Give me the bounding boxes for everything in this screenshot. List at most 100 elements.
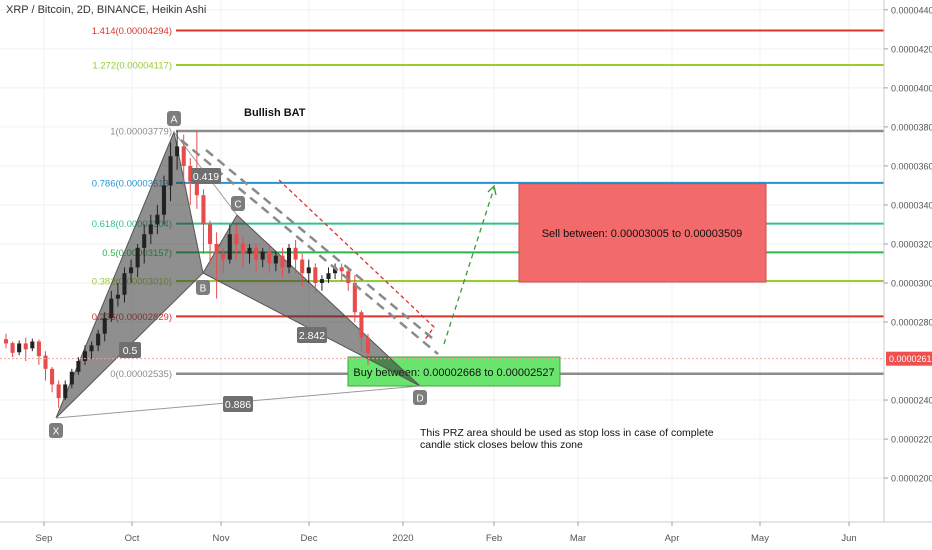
candle-body (102, 318, 107, 334)
buy-zone-label: Buy between: 0.00002668 to 0.00002527 (353, 367, 554, 379)
gray-dashed-channel (205, 149, 433, 339)
ratio-label-abc-bg (191, 168, 221, 184)
x-tick-label: Feb (486, 533, 502, 544)
current-price-badge (886, 351, 932, 366)
x-tick-label: Nov (213, 533, 230, 544)
candle-body (293, 247, 298, 260)
candle-body (313, 267, 318, 283)
ratio-label-bcd-bg (297, 327, 327, 343)
candle-body (214, 243, 219, 254)
candle-body (240, 243, 245, 254)
candle-body (346, 271, 351, 283)
gray-dashed-channel (180, 139, 439, 355)
chart-title: XRP / Bitcoin, 2D, BINANCE, Heikin Ashi (6, 4, 207, 16)
fib-level-label: 0(0.00002535) (110, 369, 172, 380)
candle-body (36, 341, 41, 357)
candle-body (306, 267, 311, 274)
candle-body (188, 165, 193, 182)
point-c-label-bg (231, 196, 245, 211)
candle-body (194, 181, 199, 196)
x-tick-label: Dec (301, 533, 318, 544)
point-d-label-bg (413, 390, 427, 405)
candle-body (76, 361, 81, 372)
candle-body (175, 146, 180, 157)
point-d-label: D (416, 394, 423, 405)
candle-body (359, 312, 364, 338)
point-a-label: A (171, 115, 178, 126)
candle-body (333, 267, 338, 274)
fib-level-label: 0.618(0.00003304) (92, 219, 172, 230)
ratio-label-xab: 0.5 (123, 345, 138, 357)
candle-body (260, 251, 265, 260)
candle-body (161, 185, 167, 215)
point-a-label-bg (167, 111, 181, 126)
x-tick-label: Oct (125, 533, 140, 544)
sell-zone-box (518, 183, 767, 283)
candle-body (122, 273, 127, 295)
green-dashed-projection (443, 187, 495, 345)
candle-body (201, 195, 206, 225)
candle-body (30, 341, 35, 349)
candle-body (227, 234, 232, 260)
candle-body (247, 247, 252, 254)
candle-body (339, 267, 344, 272)
red-dashed-path (278, 179, 435, 342)
candle-body (267, 251, 272, 264)
candle-body (109, 298, 114, 319)
point-c-label: C (234, 200, 241, 211)
x-tick-label: May (751, 533, 769, 544)
note-line-2: candle stick closes below this zone (420, 439, 583, 451)
candle-body (50, 368, 55, 385)
candle-body (352, 282, 357, 313)
candle-body (207, 224, 213, 244)
x-tick-label: Sep (36, 533, 53, 544)
candle-body (319, 279, 324, 283)
x-tick-label: Mar (570, 533, 586, 544)
point-b-label: B (200, 284, 207, 295)
pattern-name: Bullish BAT (244, 107, 306, 119)
candle-body (56, 384, 61, 399)
ratio-label-xab-bg (119, 342, 141, 358)
current-price-label: 0.00002612 (889, 354, 932, 364)
candle-body (273, 255, 278, 264)
candle-body (326, 273, 331, 280)
candle-body (23, 343, 28, 350)
candle-body (10, 343, 15, 353)
candle-body (148, 224, 153, 235)
candle-body (254, 247, 259, 260)
point-x-label-bg (49, 423, 63, 438)
candle-body (3, 339, 9, 344)
candle-body (300, 259, 305, 274)
green-arrow-head (487, 184, 497, 196)
ratio-label-abc: 0.419 (193, 171, 219, 183)
candle-body (63, 384, 68, 399)
candles (3, 130, 371, 408)
candle-body (69, 371, 74, 385)
fib-level-label: 0.786(0.00003513) (92, 178, 172, 189)
fib-level-label: 1.414(0.00004294) (92, 26, 172, 37)
candle-body (181, 146, 186, 166)
projection-guides (0, 139, 884, 360)
candle-body (234, 234, 239, 244)
candle-body (280, 255, 285, 268)
candle-body (286, 247, 292, 268)
candle-body (129, 267, 134, 274)
candle-body (221, 253, 226, 260)
trade-zones: Sell between: 0.00003005 to 0.00003509 Bu… (347, 183, 767, 387)
candle-body (115, 294, 120, 299)
candle-body (365, 337, 371, 354)
sell-zone-label: Sell between: 0.00003005 to 0.00003509 (542, 228, 743, 240)
fib-level-label: 1.272(0.00004117) (92, 61, 172, 72)
